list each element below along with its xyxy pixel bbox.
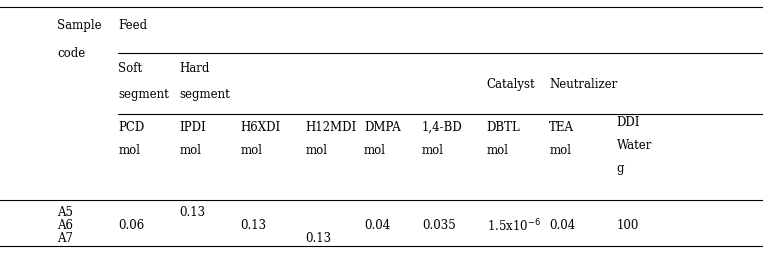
Text: code: code [57,47,85,60]
Text: 1.5x10$^{-6}$: 1.5x10$^{-6}$ [487,216,541,233]
Text: 0.04: 0.04 [549,218,575,231]
Text: H6XDI: H6XDI [240,121,281,133]
Text: 0.13: 0.13 [179,206,205,218]
Text: Neutralizer: Neutralizer [549,77,617,90]
Text: 0.06: 0.06 [118,218,144,231]
Text: A7: A7 [57,231,73,244]
Text: IPDI: IPDI [179,121,206,133]
Text: 1,4-BD: 1,4-BD [422,121,462,133]
Text: Soft: Soft [118,62,143,75]
Text: H12MDI: H12MDI [305,121,356,133]
Text: DMPA: DMPA [364,121,401,133]
Text: mol: mol [240,144,262,156]
Text: TEA: TEA [549,121,575,133]
Text: mol: mol [422,144,444,156]
Text: 0.04: 0.04 [364,218,390,231]
Text: segment: segment [118,88,169,100]
Text: 0.13: 0.13 [240,218,266,231]
Text: Water: Water [617,138,652,151]
Text: mol: mol [118,144,140,156]
Text: Feed: Feed [118,19,147,32]
Text: g: g [617,161,624,174]
Text: 0.13: 0.13 [305,231,331,244]
Text: PCD: PCD [118,121,144,133]
Text: mol: mol [549,144,571,156]
Text: mol: mol [305,144,327,156]
Text: Hard: Hard [179,62,210,75]
Text: 100: 100 [617,218,639,231]
Text: Sample: Sample [57,19,101,32]
Text: A5: A5 [57,206,73,218]
Text: A6: A6 [57,218,73,231]
Text: mol: mol [364,144,386,156]
Text: DDI: DDI [617,116,640,128]
Text: 0.035: 0.035 [422,218,456,231]
Text: mol: mol [487,144,509,156]
Text: segment: segment [179,88,230,100]
Text: mol: mol [179,144,201,156]
Text: DBTL: DBTL [487,121,520,133]
Text: Catalyst: Catalyst [487,77,536,90]
